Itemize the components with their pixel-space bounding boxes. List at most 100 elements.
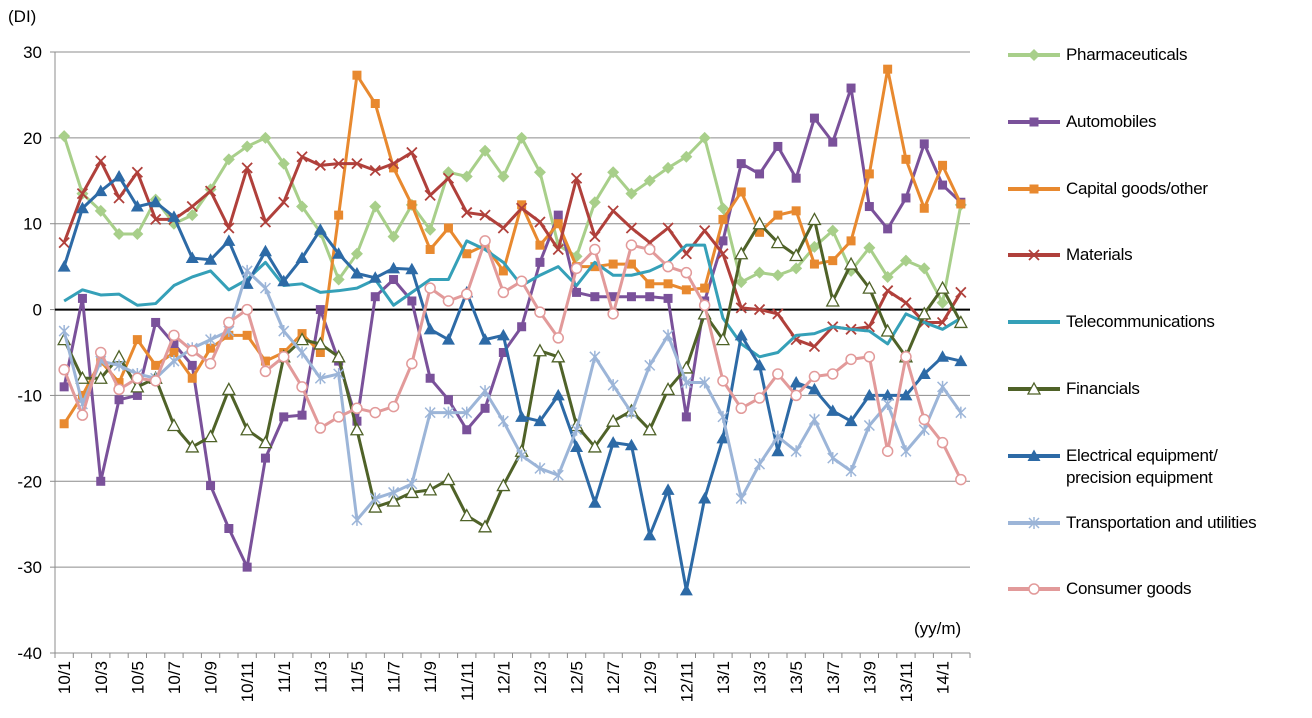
point <box>424 223 437 236</box>
point <box>606 436 620 448</box>
point <box>552 469 564 482</box>
point <box>515 131 528 144</box>
x-tick-label: 11/3 <box>311 661 330 693</box>
point <box>369 492 381 505</box>
legend-swatch <box>1008 516 1060 529</box>
point <box>242 330 252 340</box>
point <box>808 370 821 383</box>
point <box>297 410 307 420</box>
point <box>258 435 273 449</box>
point <box>918 413 930 426</box>
point <box>882 398 894 411</box>
point <box>130 379 145 393</box>
series-line <box>62 135 963 305</box>
point <box>423 482 438 496</box>
point <box>935 280 950 294</box>
point <box>608 292 618 302</box>
x-tick-label: 10/3 <box>92 661 111 694</box>
point <box>132 390 142 400</box>
point <box>900 297 912 309</box>
point <box>314 159 326 171</box>
point <box>389 275 399 285</box>
point <box>406 357 418 370</box>
point <box>259 282 271 295</box>
point <box>296 200 309 213</box>
point <box>587 439 602 453</box>
point <box>862 388 876 401</box>
point <box>517 322 527 332</box>
legend-marker <box>1029 117 1039 127</box>
point <box>112 169 126 182</box>
point <box>477 519 493 533</box>
point <box>534 462 546 475</box>
point <box>425 373 435 383</box>
legend-label: Materials <box>1066 245 1133 265</box>
point <box>717 410 729 423</box>
point <box>773 141 783 151</box>
point <box>938 180 948 190</box>
x-tick-label: 13/3 <box>751 661 770 694</box>
point <box>331 349 346 363</box>
point <box>296 381 308 393</box>
point <box>351 402 363 415</box>
point <box>552 243 564 256</box>
point <box>936 350 950 362</box>
point <box>460 170 473 183</box>
point <box>368 271 382 283</box>
point <box>843 256 859 270</box>
point <box>754 458 766 471</box>
point <box>479 209 491 221</box>
point <box>663 293 673 303</box>
point <box>168 329 180 342</box>
point <box>351 513 363 526</box>
x-tick-label: 10/9 <box>202 661 221 694</box>
point <box>881 388 895 401</box>
point <box>863 241 876 254</box>
point <box>443 395 453 405</box>
point <box>241 264 253 277</box>
point <box>771 269 784 282</box>
point <box>679 360 694 374</box>
legend-label: Transportation and utilities <box>1066 512 1257 532</box>
point <box>955 286 967 299</box>
point <box>168 355 180 368</box>
point <box>846 83 856 93</box>
legend-swatch <box>1008 583 1060 596</box>
point <box>698 131 711 144</box>
point <box>789 248 804 262</box>
y-tick-label: -20 <box>17 472 42 491</box>
point <box>334 210 344 220</box>
point <box>167 210 181 222</box>
point <box>700 283 710 293</box>
legend-label: Telecommunications <box>1066 312 1215 332</box>
legend-swatch <box>1008 249 1060 262</box>
point <box>349 422 365 436</box>
point <box>642 422 657 436</box>
point <box>76 409 89 421</box>
point <box>223 222 235 234</box>
x-tick-label: 11/9 <box>421 661 440 693</box>
point <box>883 64 893 74</box>
point <box>479 144 492 157</box>
point <box>424 282 436 294</box>
point <box>442 295 455 307</box>
point <box>480 403 490 413</box>
point <box>57 260 71 272</box>
point <box>278 351 290 363</box>
point <box>753 358 767 371</box>
point <box>462 249 472 259</box>
point <box>645 292 655 302</box>
point <box>95 346 107 359</box>
point <box>169 339 179 349</box>
point <box>608 259 618 269</box>
point <box>461 206 473 219</box>
point <box>333 157 345 170</box>
point <box>206 481 216 491</box>
point <box>717 375 729 387</box>
series-line <box>62 174 962 592</box>
y-tick-label: -40 <box>17 644 42 663</box>
point <box>626 292 636 302</box>
point <box>224 524 234 534</box>
point <box>681 285 691 295</box>
point <box>131 228 144 241</box>
